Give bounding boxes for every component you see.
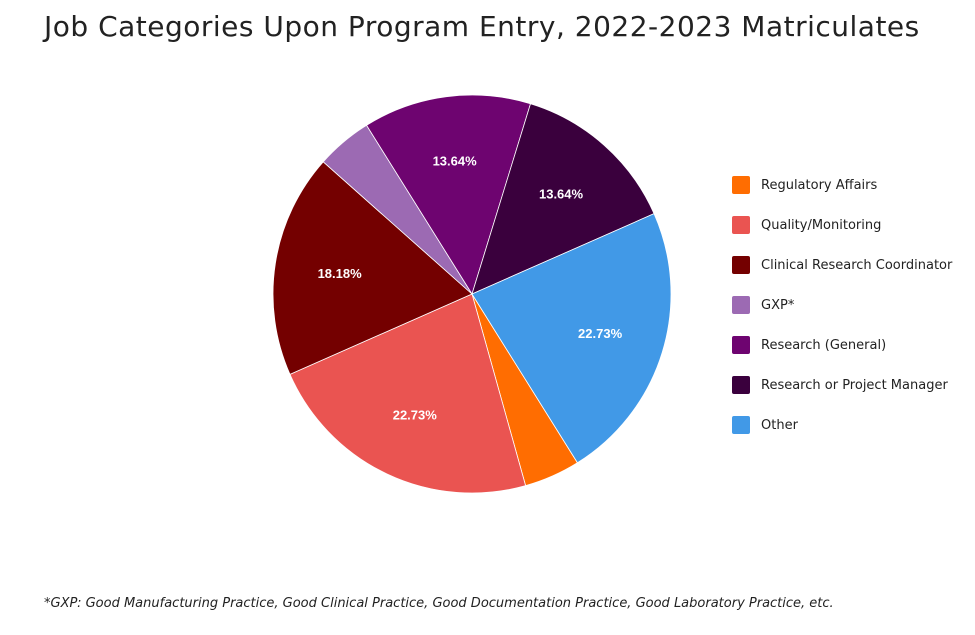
legend-item-regulatory-affairs: Regulatory Affairs xyxy=(732,165,952,205)
pie-slice-other xyxy=(471,213,672,464)
data-label-research-general: 13.64% xyxy=(433,154,478,169)
pie-slice-clinical-research-coordinator xyxy=(272,161,473,375)
legend-label: GXP* xyxy=(761,297,795,313)
legend-swatch xyxy=(732,376,750,394)
legend-label: Clinical Research Coordinator xyxy=(761,257,953,273)
legend-swatch xyxy=(732,216,750,234)
chart-title: Job Categories Upon Program Entry, 2022-… xyxy=(44,10,920,43)
data-label-quality-monitoring: 22.73% xyxy=(393,408,438,423)
legend-swatch xyxy=(732,256,750,274)
legend-item-research-or-project-manager: Research or Project Manager xyxy=(732,365,952,405)
legend: Regulatory Affairs Quality/Monitoring Clin… xyxy=(732,165,952,445)
legend-item-research-general: Research (General) xyxy=(732,325,952,365)
legend-swatch xyxy=(732,296,750,314)
data-label-other: 22.73% xyxy=(578,326,623,341)
data-label-research-or-project-manager: 13.64% xyxy=(539,186,584,201)
pie-slice-research-or-project-manager xyxy=(471,103,655,295)
pie-slice-research-general xyxy=(365,94,531,295)
pie-data-labels: 22.73% 18.18% 13.64% 13.64% 22.73% xyxy=(318,154,623,423)
legend-label: Research (General) xyxy=(761,337,887,353)
pie-slices xyxy=(272,94,672,494)
data-label-clinical-research-coordinator: 18.18% xyxy=(318,266,363,281)
pie-slice-quality-monitoring xyxy=(289,293,527,494)
legend-item-gxp: GXP* xyxy=(732,285,952,325)
legend-swatch xyxy=(732,176,750,194)
legend-label: Research or Project Manager xyxy=(761,377,948,393)
legend-label: Quality/Monitoring xyxy=(761,217,882,233)
legend-label: Other xyxy=(761,417,798,433)
legend-item-clinical-research-coordinator: Clinical Research Coordinator xyxy=(732,245,952,285)
legend-item-other: Other xyxy=(732,405,952,445)
legend-item-quality-monitoring: Quality/Monitoring xyxy=(732,205,952,245)
legend-swatch xyxy=(732,416,750,434)
legend-label: Regulatory Affairs xyxy=(761,177,878,193)
legend-swatch xyxy=(732,336,750,354)
footnote: *GXP: Good Manufacturing Practice, Good … xyxy=(44,596,834,611)
